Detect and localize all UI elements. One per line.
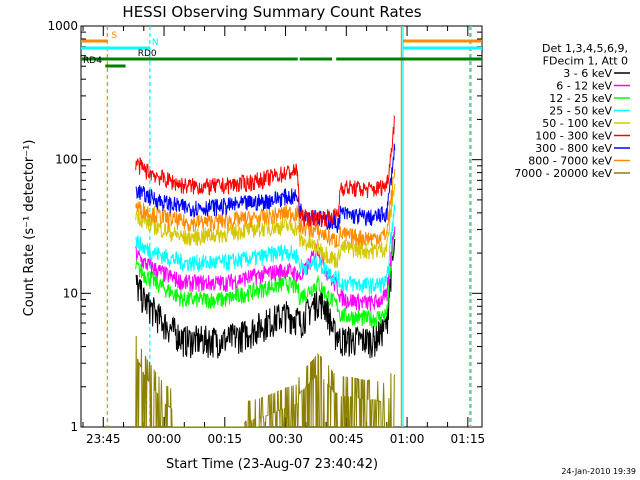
legend-label: 25 - 50 keV [549, 105, 612, 118]
legend-label: 6 - 12 keV [556, 80, 612, 93]
series-line [135, 168, 396, 249]
series-line [135, 115, 396, 227]
data-layer [106, 26, 472, 427]
flag-label: N [152, 38, 159, 48]
legend-label: 100 - 300 keV [535, 130, 612, 143]
legend-label: 300 - 800 keV [535, 142, 612, 155]
x-tick-label: 00:30 [268, 432, 303, 446]
footer-date: 24-Jan-2010 19:39 [561, 467, 636, 476]
legend-label: 50 - 100 keV [542, 117, 612, 130]
plot-area: 1 10 100 1000 23:45 00:00 00:15 00:30 00:45 01:00… [47, 19, 485, 446]
x-tick-label: 01:00 [390, 432, 425, 446]
x-tick-label: 01:15 [451, 432, 486, 446]
x-axis-label: Start Time (23-Aug-07 23:40:42) [166, 457, 378, 472]
legend-header: FDecim 1, Att 0 [543, 55, 628, 68]
y-tick-label: 10 [63, 286, 78, 300]
flag-label: RD4 [83, 56, 102, 66]
x-tick-label: 00:15 [207, 432, 242, 446]
flag-label: RD0 [138, 49, 157, 59]
x-tick-label: 00:00 [147, 432, 182, 446]
legend-label: 12 - 25 keV [549, 92, 612, 105]
series-line [135, 226, 396, 312]
x-tick-label: 23:45 [86, 432, 121, 446]
legend-label: 3 - 6 keV [563, 67, 612, 80]
flag-label: S [111, 31, 117, 41]
legend-label: 7000 - 20000 keV [514, 167, 612, 180]
chart-title: HESSI Observing Summary Count Rates [122, 3, 421, 21]
series-line [135, 335, 396, 427]
legend-header: Det 1,3,4,5,6,9, [542, 42, 628, 55]
y-axis-label: Count Rate (s⁻¹ detector⁻¹) [22, 140, 37, 317]
series-line [135, 231, 396, 328]
legend: Det 1,3,4,5,6,9,FDecim 1, Att 03 - 6 keV… [514, 42, 630, 180]
series-line [135, 204, 396, 295]
x-tick-label: 00:45 [329, 432, 364, 446]
y-tick-label: 1 [70, 420, 78, 434]
series-line [135, 143, 396, 233]
y-tick-label: 100 [55, 153, 78, 167]
y-tick-label: 1000 [47, 19, 78, 33]
series-line [135, 238, 396, 359]
legend-label: 800 - 7000 keV [528, 155, 612, 168]
